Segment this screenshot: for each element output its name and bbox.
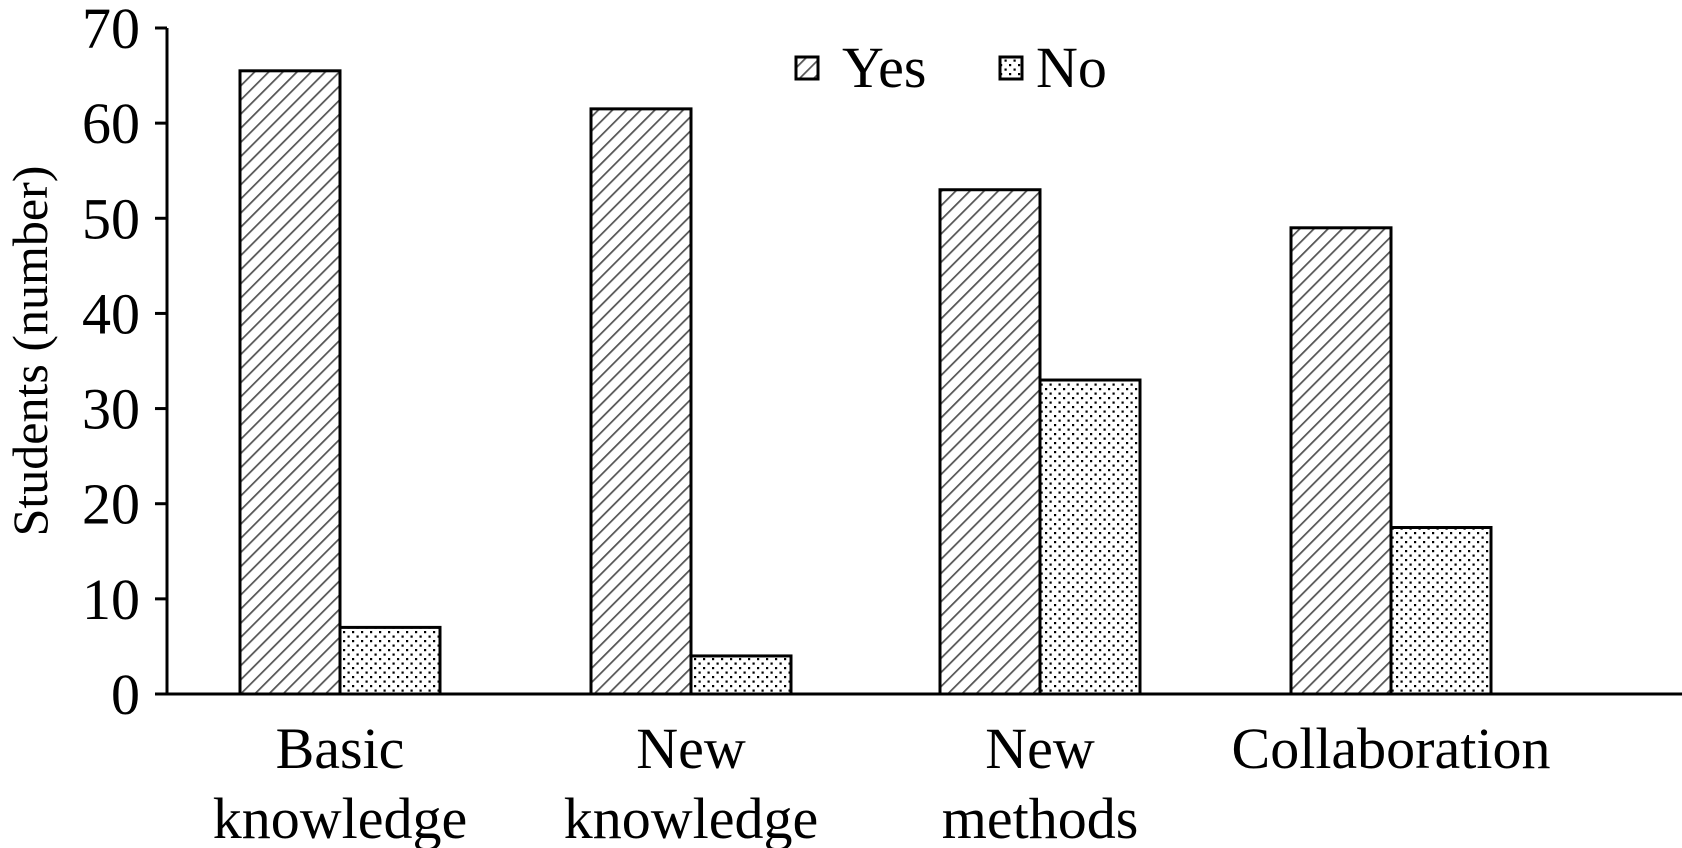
y-tick-label: 10 xyxy=(82,567,140,632)
y-axis-ticks: 0 10 20 30 40 50 60 70 xyxy=(82,0,167,727)
y-tick-label: 50 xyxy=(82,186,140,251)
legend-label-no: No xyxy=(1036,35,1107,100)
bar-yes-3 xyxy=(938,188,1042,696)
bar-yes-4 xyxy=(1289,226,1393,696)
category-label-3-line-1: New xyxy=(985,716,1095,781)
legend-swatch-yes xyxy=(794,55,820,81)
legend-label-yes: Yes xyxy=(842,35,926,100)
bars xyxy=(238,69,1493,696)
bar-no-2 xyxy=(689,654,793,696)
category-label-1-line-2: knowledge xyxy=(213,786,468,848)
category-label-4-line-1: Collaboration xyxy=(1232,716,1551,781)
bar-yes-2 xyxy=(589,107,693,696)
category-label-1-line-1: Basic xyxy=(276,716,405,781)
y-tick-label: 60 xyxy=(82,91,140,156)
y-tick-label: 70 xyxy=(82,0,140,61)
category-labels: BasicknowledgeNewknowledgeNewmethodsColl… xyxy=(213,716,1551,848)
bar-yes-1 xyxy=(238,69,342,696)
legend: Yes No xyxy=(794,35,1107,100)
y-tick-label: 0 xyxy=(111,662,140,727)
legend-swatch-no xyxy=(998,55,1024,81)
category-label-3-line-2: methods xyxy=(942,786,1139,848)
y-tick-label: 40 xyxy=(82,281,140,346)
category-label-2-line-2: knowledge xyxy=(564,786,819,848)
bar-no-4 xyxy=(1389,526,1493,696)
y-axis-title: Students (number) xyxy=(2,166,58,537)
y-axis-title-group: Students (number) xyxy=(2,166,58,537)
y-tick-label: 20 xyxy=(82,472,140,537)
bar-no-3 xyxy=(1038,378,1142,696)
bar-no-1 xyxy=(338,625,442,696)
category-label-2-line-1: New xyxy=(636,716,746,781)
y-tick-label: 30 xyxy=(82,377,140,442)
